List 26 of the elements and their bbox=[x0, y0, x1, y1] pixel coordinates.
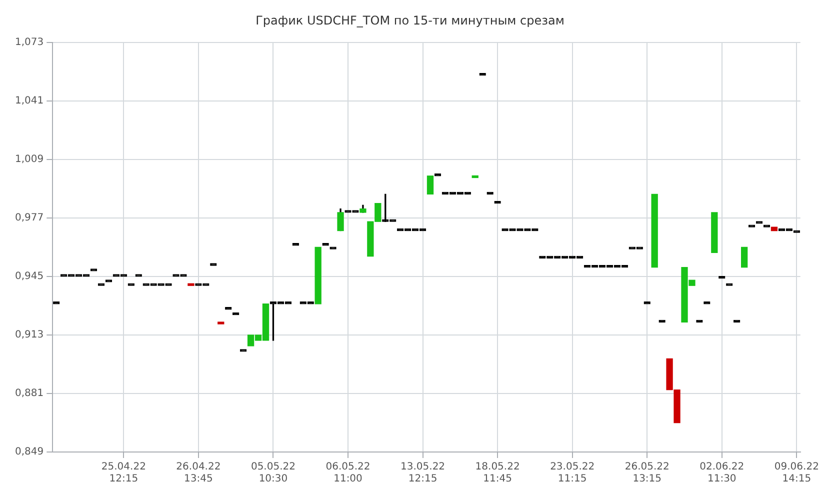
y-tick-label: 0,849 bbox=[14, 446, 44, 458]
chart-title: График USDCHF_TOM по 15-ти минутным срезам bbox=[256, 13, 564, 28]
y-tick-label: 0,913 bbox=[14, 330, 44, 341]
candlestick bbox=[210, 263, 217, 266]
x-tick-label: 25.04.22 12:15 bbox=[101, 462, 146, 485]
y-tick-label: 0,881 bbox=[14, 388, 44, 400]
x-tick-label: 26.05.22 13:15 bbox=[624, 462, 670, 485]
candlestick bbox=[90, 268, 98, 272]
x-tick-label: 23.05.22 11:15 bbox=[550, 462, 595, 485]
x-tick-label: 02.06.22 11:30 bbox=[700, 462, 744, 485]
candlestick bbox=[240, 349, 247, 352]
candlestick bbox=[105, 280, 112, 282]
x-tick-label: 26.04.22 13:45 bbox=[176, 462, 221, 485]
y-tick-label: 1,073 bbox=[14, 36, 44, 48]
y-tick-label: 1,009 bbox=[14, 154, 44, 166]
candlestick bbox=[330, 246, 336, 250]
candlestick bbox=[135, 274, 142, 277]
x-tick-label: 05.05.22 10:30 bbox=[250, 462, 296, 485]
y-tick-label: 0,945 bbox=[14, 271, 44, 282]
candlestick bbox=[756, 221, 763, 224]
y-tick-label: 0,977 bbox=[14, 212, 44, 224]
x-tick-label: 06.05.22 11:00 bbox=[326, 462, 370, 485]
x-tick-label: 18.05.22 11:45 bbox=[475, 462, 520, 485]
y-tick-label: 1,041 bbox=[14, 96, 44, 107]
x-tick-label: 13.05.22 12:15 bbox=[400, 462, 446, 485]
x-tick-label: 09.06.22 14:15 bbox=[774, 462, 819, 485]
